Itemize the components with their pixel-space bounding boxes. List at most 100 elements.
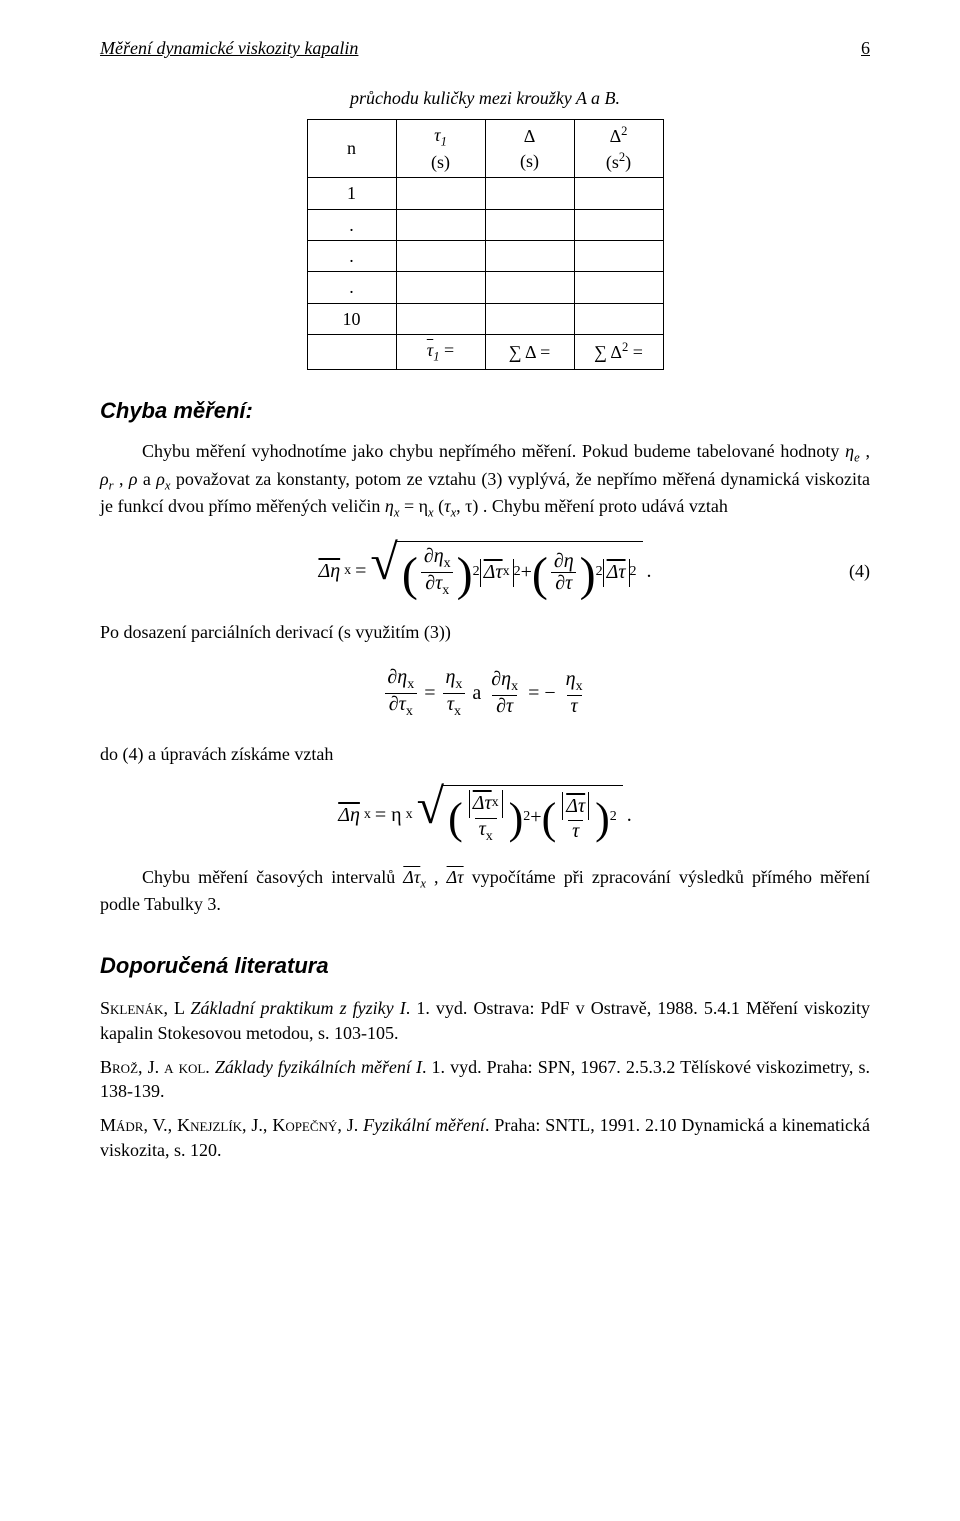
col-tau1: τ1 (s) xyxy=(396,119,485,178)
p1-pre: Chybu měření vyhodnotíme jako chybu nepř… xyxy=(142,441,845,461)
eq4-abs2: Δτ xyxy=(603,559,630,587)
eqf-dot: . xyxy=(627,802,632,829)
page-number: 6 xyxy=(861,36,870,60)
eq4-sqrt: √ ( ∂ηx ∂τx )2 Δτx2 + ( ∂η ∂τ )2 xyxy=(370,541,642,600)
p1-rel-eq-sub: x xyxy=(428,506,434,520)
eqf-f1-den-sub: x xyxy=(486,829,493,844)
paren-icon: ) xyxy=(595,807,610,831)
paren-icon: ( xyxy=(402,561,418,590)
p1-rel-comma: , τ xyxy=(456,496,472,516)
paragraph-1: Chybu měření vyhodnotíme jako chybu nepř… xyxy=(100,439,870,522)
cell xyxy=(396,272,485,303)
eq4-under-root: ( ∂ηx ∂τx )2 Δτx2 + ( ∂η ∂τ )2 Δτ2 xyxy=(396,541,643,600)
col-tau1-unit: (s) xyxy=(431,152,450,172)
eq4-d1num-sub: x xyxy=(444,556,451,571)
table-row: . xyxy=(307,241,663,272)
col-delta2-sup: 2 xyxy=(621,124,627,138)
eqf-sqrt: √ ( Δτx τx )2 + ( Δτ τ )2 xyxy=(417,785,623,847)
eq4-lhs-sub: x xyxy=(344,562,351,581)
eq4-sq1b: 2 xyxy=(514,563,521,582)
cell-dot: . xyxy=(307,272,396,303)
surd-icon: √ xyxy=(370,547,397,606)
eqm-frac1: ∂ηx ∂τx xyxy=(383,667,418,719)
table-row: 10 xyxy=(307,303,663,334)
eqf-f1-num: Δτ xyxy=(473,792,492,814)
col-delta2-unit-b: ) xyxy=(625,152,631,172)
col-delta-sym: Δ xyxy=(524,126,536,146)
eq4-d2num: ∂η xyxy=(550,551,578,572)
eq4-sq2b: 2 xyxy=(630,563,637,582)
cell xyxy=(396,178,485,209)
eqm-l-num: ∂η xyxy=(387,666,407,688)
eqm-r-den-sub: x xyxy=(454,704,461,719)
paragraph-4: Chybu měření časových intervalů Δτx , Δτ… xyxy=(100,865,870,917)
eq-partials-body: ∂ηx ∂τx = ηx τx a ∂ηx ∂τ = − ηx τ xyxy=(381,667,588,719)
cell-dot: . xyxy=(307,209,396,240)
eqf-f2-num: Δτ xyxy=(566,796,585,817)
paren-icon: ( xyxy=(532,561,548,590)
cell xyxy=(485,272,574,303)
cell xyxy=(485,241,574,272)
eqm-l-num-sub: x xyxy=(407,677,414,692)
foot-delta2-eq: = xyxy=(628,342,643,362)
eqf-sq1: 2 xyxy=(523,808,530,827)
eqm-r-num: η xyxy=(445,666,455,688)
p1-sep2: , xyxy=(119,469,129,489)
col-tau1-sub: 1 xyxy=(441,134,447,148)
cell xyxy=(574,178,663,209)
cell-dot: . xyxy=(307,241,396,272)
eqm-l2-num-sub: x xyxy=(511,679,518,694)
eqf-f1-den: τ xyxy=(479,818,486,840)
eqm-frac2: ηx τx xyxy=(441,667,466,719)
eqf-lhs-sub: x xyxy=(364,806,371,825)
eqm-r2-den: τ xyxy=(567,695,582,717)
foot-sum-delta: ∑ Δ = xyxy=(485,334,574,369)
eq4-abs1: Δτx xyxy=(480,559,514,587)
eq4-eq: = xyxy=(355,558,366,585)
paren-icon: ( xyxy=(448,807,463,831)
surd-icon: √ xyxy=(417,791,444,853)
p1-and: a xyxy=(143,469,156,489)
running-head: Měření dynamické viskozity kapalin 6 xyxy=(100,36,870,60)
eqm-l-den-sub: x xyxy=(406,704,413,719)
equation-4: Δηx = √ ( ∂ηx ∂τx )2 Δτx2 + ( ∂η ∂τ xyxy=(100,536,870,606)
eq4-lhs: Δη xyxy=(318,560,340,582)
ref3-title: Fyzikální měření xyxy=(363,1115,485,1135)
eq4-d1num: ∂η xyxy=(424,545,444,567)
p1-rho: ρ xyxy=(129,469,138,489)
cell-n1: 1 xyxy=(307,178,396,209)
paragraph-3: do (4) a úpravách získáme vztah xyxy=(100,742,870,766)
cell xyxy=(574,241,663,272)
eqm-r2-num: η xyxy=(566,668,576,690)
ref3-author: Mádr, V., Knejzlík, J., Kopečný, J. xyxy=(100,1115,363,1135)
ref2-title: Základy fyzikálních měření I xyxy=(215,1057,422,1077)
table-footer-row: τ1 = ∑ Δ = ∑ Δ2 = xyxy=(307,334,663,369)
paren-icon: ( xyxy=(542,807,557,831)
eqf-eq: = η xyxy=(375,802,402,829)
cell xyxy=(485,209,574,240)
eqm-frac4: ηx τ xyxy=(562,669,587,717)
section-error-heading: Chyba měření: xyxy=(100,396,870,426)
paren-icon: ) xyxy=(457,561,473,590)
eq4-number: (4) xyxy=(849,559,870,583)
ref1-title: Základní praktikum z fyziky I xyxy=(190,998,405,1018)
foot-delta2-sym: ∑ Δ xyxy=(594,342,622,362)
eqf-under-root: ( Δτx τx )2 + ( Δτ τ )2 xyxy=(442,785,623,847)
cell xyxy=(396,303,485,334)
eq4-frac2: ∂η ∂τ xyxy=(550,551,578,594)
p1-paren-close: ) xyxy=(472,496,478,516)
reference-2: Brož, J. a kol. Základy fyzikálních měře… xyxy=(100,1055,870,1104)
table-caption: průchodu kuličky mezi kroužky A a B. xyxy=(100,86,870,110)
paragraph-2: Po dosazení parciálních derivací (s využ… xyxy=(100,620,870,644)
reference-1: Sklenák, L Základní praktikum z fyziky I… xyxy=(100,996,870,1045)
eq4-d1den: ∂τ xyxy=(425,572,442,594)
eq4-dot: . xyxy=(647,558,652,585)
table-header-row: n τ1 (s) Δ (s) Δ2 (s2) xyxy=(307,119,663,178)
eq-final-body: Δηx = ηx √ ( Δτx τx )2 + ( Δτ τ xyxy=(338,785,632,847)
eqm-eq1: = xyxy=(424,680,435,707)
col-delta2-unit-a: (s xyxy=(606,152,619,172)
eqm-l-den: ∂τ xyxy=(389,693,406,715)
table-row: . xyxy=(307,272,663,303)
cell-n10: 10 xyxy=(307,303,396,334)
eqm-frac3: ∂ηx ∂τ xyxy=(487,669,522,717)
